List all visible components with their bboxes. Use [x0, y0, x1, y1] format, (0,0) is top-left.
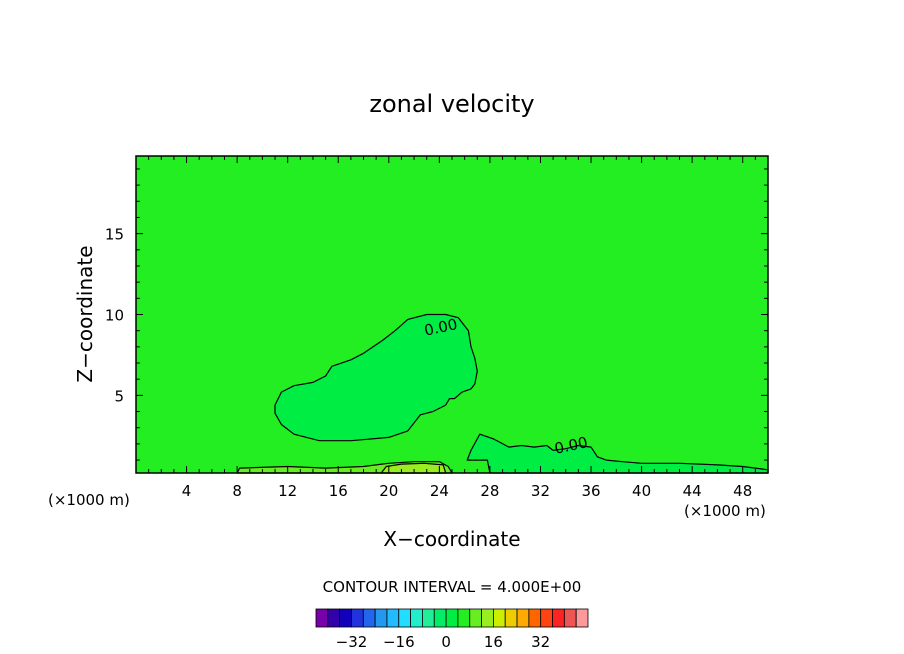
- colorbar-swatch: [563, 608, 577, 628]
- x-tick-label: 48: [733, 482, 752, 500]
- x-tick-label: 44: [683, 482, 702, 500]
- x-tick-label: 36: [581, 482, 600, 500]
- colorbar-swatch: [575, 608, 589, 628]
- colorbar-swatch: [410, 608, 423, 628]
- colorbar-swatch: [398, 608, 412, 628]
- colorbar-swatch: [327, 608, 341, 628]
- x-tick-label: 4: [182, 482, 192, 500]
- x-tick-label: 20: [379, 482, 398, 500]
- colorbar-swatch: [374, 608, 388, 628]
- x-tick-label: 24: [430, 482, 449, 500]
- colorbar-swatch: [481, 608, 494, 628]
- y-axis-ticks: 5 10 15: [105, 168, 768, 461]
- colorbar: [315, 608, 589, 628]
- x-axis-label: X−coordinate: [383, 527, 520, 551]
- colorbar-swatch: [528, 608, 542, 628]
- x-tick-label: 16: [329, 482, 348, 500]
- colorbar-swatch: [339, 608, 352, 628]
- colorbar-swatch: [362, 608, 376, 628]
- colorbar-tick-label: 16: [484, 633, 503, 651]
- x-unit-label-right: (×1000 m): [684, 502, 766, 520]
- colorbar-swatch: [315, 608, 329, 628]
- colorbar-swatch: [552, 608, 565, 628]
- x-axis-ticks: 4 8 12 16 20 24 28 32 36 40 44 48: [148, 156, 756, 500]
- colorbar-tick-label: −16: [383, 633, 415, 651]
- x-tick-label: 8: [232, 482, 242, 500]
- y-tick-label: 10: [105, 307, 124, 325]
- colorbar-swatch: [457, 608, 471, 628]
- colorbar-tick-label: 32: [531, 633, 550, 651]
- y-tick-label: 15: [105, 226, 124, 244]
- colorbar-swatch: [445, 608, 459, 628]
- x-tick-label: 12: [278, 482, 297, 500]
- colorbar-tick-labels: −32 −16 0 16 32: [336, 633, 551, 651]
- colorbar-swatch: [540, 608, 553, 628]
- x-tick-label: 40: [632, 482, 651, 500]
- x-tick-label: 28: [480, 482, 499, 500]
- colorbar-swatch: [516, 608, 530, 628]
- colorbar-swatch: [386, 608, 400, 628]
- colorbar-tick-label: −32: [336, 633, 368, 651]
- y-tick-label: 5: [114, 387, 124, 405]
- colorbar-swatch: [351, 608, 364, 628]
- colorbar-swatch: [469, 608, 482, 628]
- colorbar-swatch: [504, 608, 518, 628]
- y-axis-label: Z−coordinate: [73, 245, 97, 382]
- colorbar-swatch: [422, 608, 435, 628]
- contour-region-negative-core: [274, 313, 478, 442]
- contour-regions: [236, 313, 769, 474]
- chart-title: zonal velocity: [369, 90, 534, 118]
- colorbar-tick-label: 0: [441, 633, 451, 651]
- x-unit-label-left: (×1000 m): [48, 491, 130, 509]
- colorbar-swatch: [492, 608, 506, 628]
- plot-area: [136, 156, 768, 473]
- colorbar-swatch: [433, 608, 447, 628]
- contour-interval-text: CONTOUR INTERVAL = 4.000E+00: [323, 578, 582, 596]
- x-tick-label: 32: [531, 482, 550, 500]
